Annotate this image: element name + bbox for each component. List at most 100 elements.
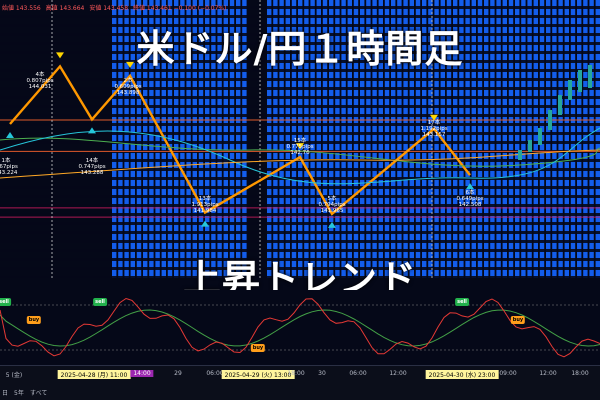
band-gap — [0, 96, 600, 99]
swing-annotation: 15本 0.775pips 142.76 — [286, 138, 313, 156]
band-column — [279, 0, 284, 278]
range-button-5y[interactable]: 5年 — [14, 390, 24, 397]
band-gap — [0, 132, 600, 135]
band-column — [397, 0, 402, 278]
band-column — [211, 0, 216, 278]
band-column — [552, 0, 557, 278]
band-column — [484, 0, 489, 278]
band-column — [229, 0, 235, 278]
osc-slow-line — [0, 309, 600, 347]
band-gap — [0, 204, 600, 207]
band-column — [316, 0, 321, 278]
band-column — [174, 0, 179, 278]
swing-low-marker — [201, 220, 209, 227]
annotation-line: 141.984 — [193, 208, 217, 214]
range-button-all[interactable]: すべて — [30, 390, 48, 397]
swing-annotation: 5本 0.794pips 141.965 — [318, 196, 345, 214]
band-column — [186, 0, 191, 278]
candle — [588, 65, 592, 88]
candle — [558, 95, 562, 115]
time-tick-label: 5 (金) — [5, 372, 23, 379]
band-column — [403, 0, 408, 278]
band-column — [422, 0, 427, 278]
background-bands — [0, 0, 600, 278]
band-column — [217, 0, 222, 278]
band-gap — [0, 123, 600, 126]
band-column — [595, 0, 600, 278]
band-column — [118, 0, 123, 278]
annotation-line: 14本 — [85, 158, 99, 164]
swing-annotation: 13本 1.913pips 141.984 — [191, 196, 218, 214]
swing-annotation: 4本 0.807pips 144.031 — [26, 72, 53, 90]
band-column — [378, 0, 383, 278]
chart-title: 米ドル/円１時間足 — [136, 27, 464, 71]
swing-annotation: 17本 1.192pips 143.157 — [420, 120, 447, 138]
zigzag-line — [9, 64, 471, 216]
candle — [538, 128, 542, 145]
time-tick-label: 12:00 — [389, 370, 407, 377]
annotation-line: 0.807pips — [26, 78, 54, 84]
band-column — [434, 0, 439, 278]
ma-line-cyan — [0, 127, 600, 185]
band-column — [273, 0, 278, 278]
swing-low-marker — [88, 127, 96, 134]
candle — [528, 140, 532, 152]
band-gap — [0, 231, 600, 234]
range-button-day[interactable]: 日 — [2, 390, 9, 397]
band-column — [335, 0, 340, 278]
band-gap — [0, 213, 600, 216]
band-gap — [0, 177, 600, 180]
band-gap — [0, 168, 600, 171]
band-column — [428, 0, 433, 278]
band-column — [546, 0, 551, 278]
band-column — [502, 0, 507, 278]
swing-high-marker — [296, 143, 304, 150]
band-column — [583, 0, 588, 278]
band-column — [496, 0, 501, 278]
band-column — [155, 0, 160, 278]
annotation-line: 1本 — [1, 158, 11, 164]
annotation-line: 1.913pips — [191, 202, 219, 208]
swing-high-marker — [430, 114, 438, 121]
band-column — [366, 0, 371, 278]
swing-annotation: 6本 0.649pips 142.508 — [456, 190, 483, 208]
swing-high-marker — [126, 61, 134, 68]
band-gap — [0, 51, 600, 54]
band-column — [508, 0, 514, 278]
band-gap — [0, 267, 600, 270]
time-tick-label: 06:00 — [206, 370, 224, 377]
swing-low-marker — [6, 132, 14, 138]
ohlc-close: 終値 143.461 −0.100 (−0.07%) — [132, 5, 227, 12]
candle — [548, 110, 552, 130]
band-column — [589, 0, 594, 278]
sell-signal-badge: sell — [93, 298, 107, 306]
band-column — [384, 0, 390, 278]
band-gap — [0, 15, 600, 18]
band-column — [360, 0, 365, 278]
band-column — [533, 0, 538, 278]
annotation-line: 143.224 — [0, 170, 18, 176]
swing-annotation: 1本0.67pips143.224 — [0, 158, 18, 176]
swing-high-marker — [56, 52, 64, 59]
annotation-line: 0.609pips — [114, 84, 142, 90]
ohlc-open: 始値 143.556 — [2, 5, 41, 12]
band-column — [415, 0, 421, 278]
band-column — [372, 0, 377, 278]
annotation-line: 143.898 — [116, 90, 140, 96]
band-column — [223, 0, 228, 278]
band-column — [322, 0, 328, 278]
candle — [518, 150, 522, 160]
annotation-line: 0.67pips — [0, 164, 18, 170]
band-gap — [0, 24, 600, 27]
band-column — [409, 0, 414, 278]
annotation-line: 5本 — [327, 196, 337, 202]
time-tick-label: 09:00 — [499, 370, 517, 377]
band-column — [267, 0, 272, 278]
time-axis: 5 (金) 2025-04-28 (月) 11:00 14:00 29 06:00 202… — [0, 365, 600, 400]
annotation-line: 0.794pips — [318, 202, 346, 208]
band-gap — [0, 276, 600, 278]
band-column — [453, 0, 458, 278]
band-column — [446, 0, 452, 278]
swing-annotation: 2本 0.609pips 143.898 — [114, 78, 141, 96]
